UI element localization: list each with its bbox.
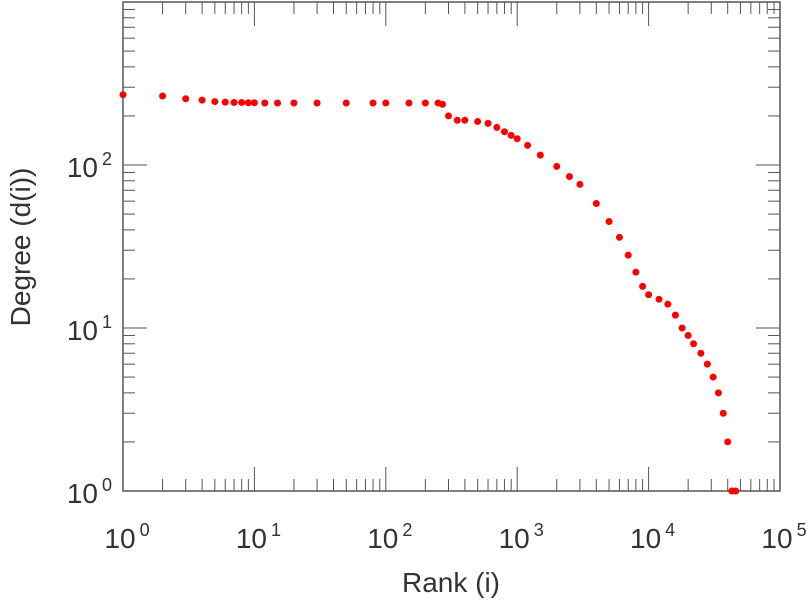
y-tick-label: 10 2	[67, 149, 112, 183]
data-point	[565, 173, 573, 181]
data-point	[230, 98, 238, 106]
data-point	[632, 268, 640, 276]
x-tick-label: 10 2	[367, 520, 412, 554]
data-point	[444, 112, 452, 120]
data-point	[474, 117, 482, 125]
data-point	[703, 360, 711, 368]
data-point	[369, 99, 377, 107]
data-point	[119, 91, 127, 99]
data-point	[438, 100, 446, 108]
data-point	[684, 331, 692, 339]
data-point	[724, 438, 732, 446]
data-point	[536, 151, 544, 159]
data-point	[732, 487, 740, 495]
plot-frame	[122, 1, 781, 492]
y-tick-label: 10 1	[67, 312, 112, 346]
data-point	[615, 233, 623, 241]
data-point	[461, 116, 469, 124]
data-point	[182, 95, 190, 103]
data-point	[159, 92, 167, 100]
data-point	[453, 116, 461, 124]
data-point	[405, 99, 413, 107]
data-point	[290, 99, 298, 107]
x-tick-label: 10 4	[630, 520, 675, 554]
data-point	[664, 300, 672, 308]
data-point	[250, 99, 258, 107]
data-point	[484, 119, 492, 127]
data-point	[605, 218, 613, 226]
data-point	[513, 135, 521, 143]
data-point	[592, 200, 600, 208]
data-point	[221, 98, 229, 106]
data-point	[690, 340, 698, 348]
x-axis-title: Rank (i)	[402, 567, 500, 598]
data-point	[639, 282, 647, 290]
data-point	[553, 162, 561, 170]
data-point	[709, 373, 717, 381]
data-point	[655, 295, 663, 303]
x-tick-labels: 10 0 10 1 10 2 10 3 10 4 10 5	[104, 520, 806, 554]
data-point	[671, 311, 679, 319]
y-tick-label: 10 0	[67, 475, 112, 509]
data-point	[382, 99, 390, 107]
y-axis-title: Degree (d(i))	[5, 168, 36, 327]
axis-ticks	[122, 2, 780, 492]
data-point	[342, 99, 350, 107]
data-point	[524, 141, 532, 149]
data-point	[244, 99, 252, 107]
data-point	[211, 98, 219, 106]
data-point	[261, 99, 269, 107]
data-point	[507, 131, 515, 139]
data-point	[678, 324, 686, 332]
data-point	[719, 409, 727, 417]
x-tick-label: 10 1	[236, 520, 281, 554]
data-point	[274, 99, 282, 107]
data-points	[119, 91, 740, 495]
x-tick-label: 10 0	[104, 520, 149, 554]
x-tick-label: 10 5	[761, 520, 806, 554]
data-point	[697, 349, 705, 357]
data-point	[421, 99, 429, 107]
data-point	[714, 389, 722, 397]
data-point	[198, 96, 206, 104]
data-point	[500, 128, 508, 136]
data-point	[645, 291, 653, 299]
data-point	[313, 99, 321, 107]
data-point	[238, 98, 246, 106]
x-tick-label: 10 3	[499, 520, 544, 554]
data-point	[624, 251, 632, 259]
data-point	[576, 180, 584, 188]
data-point	[493, 123, 501, 131]
